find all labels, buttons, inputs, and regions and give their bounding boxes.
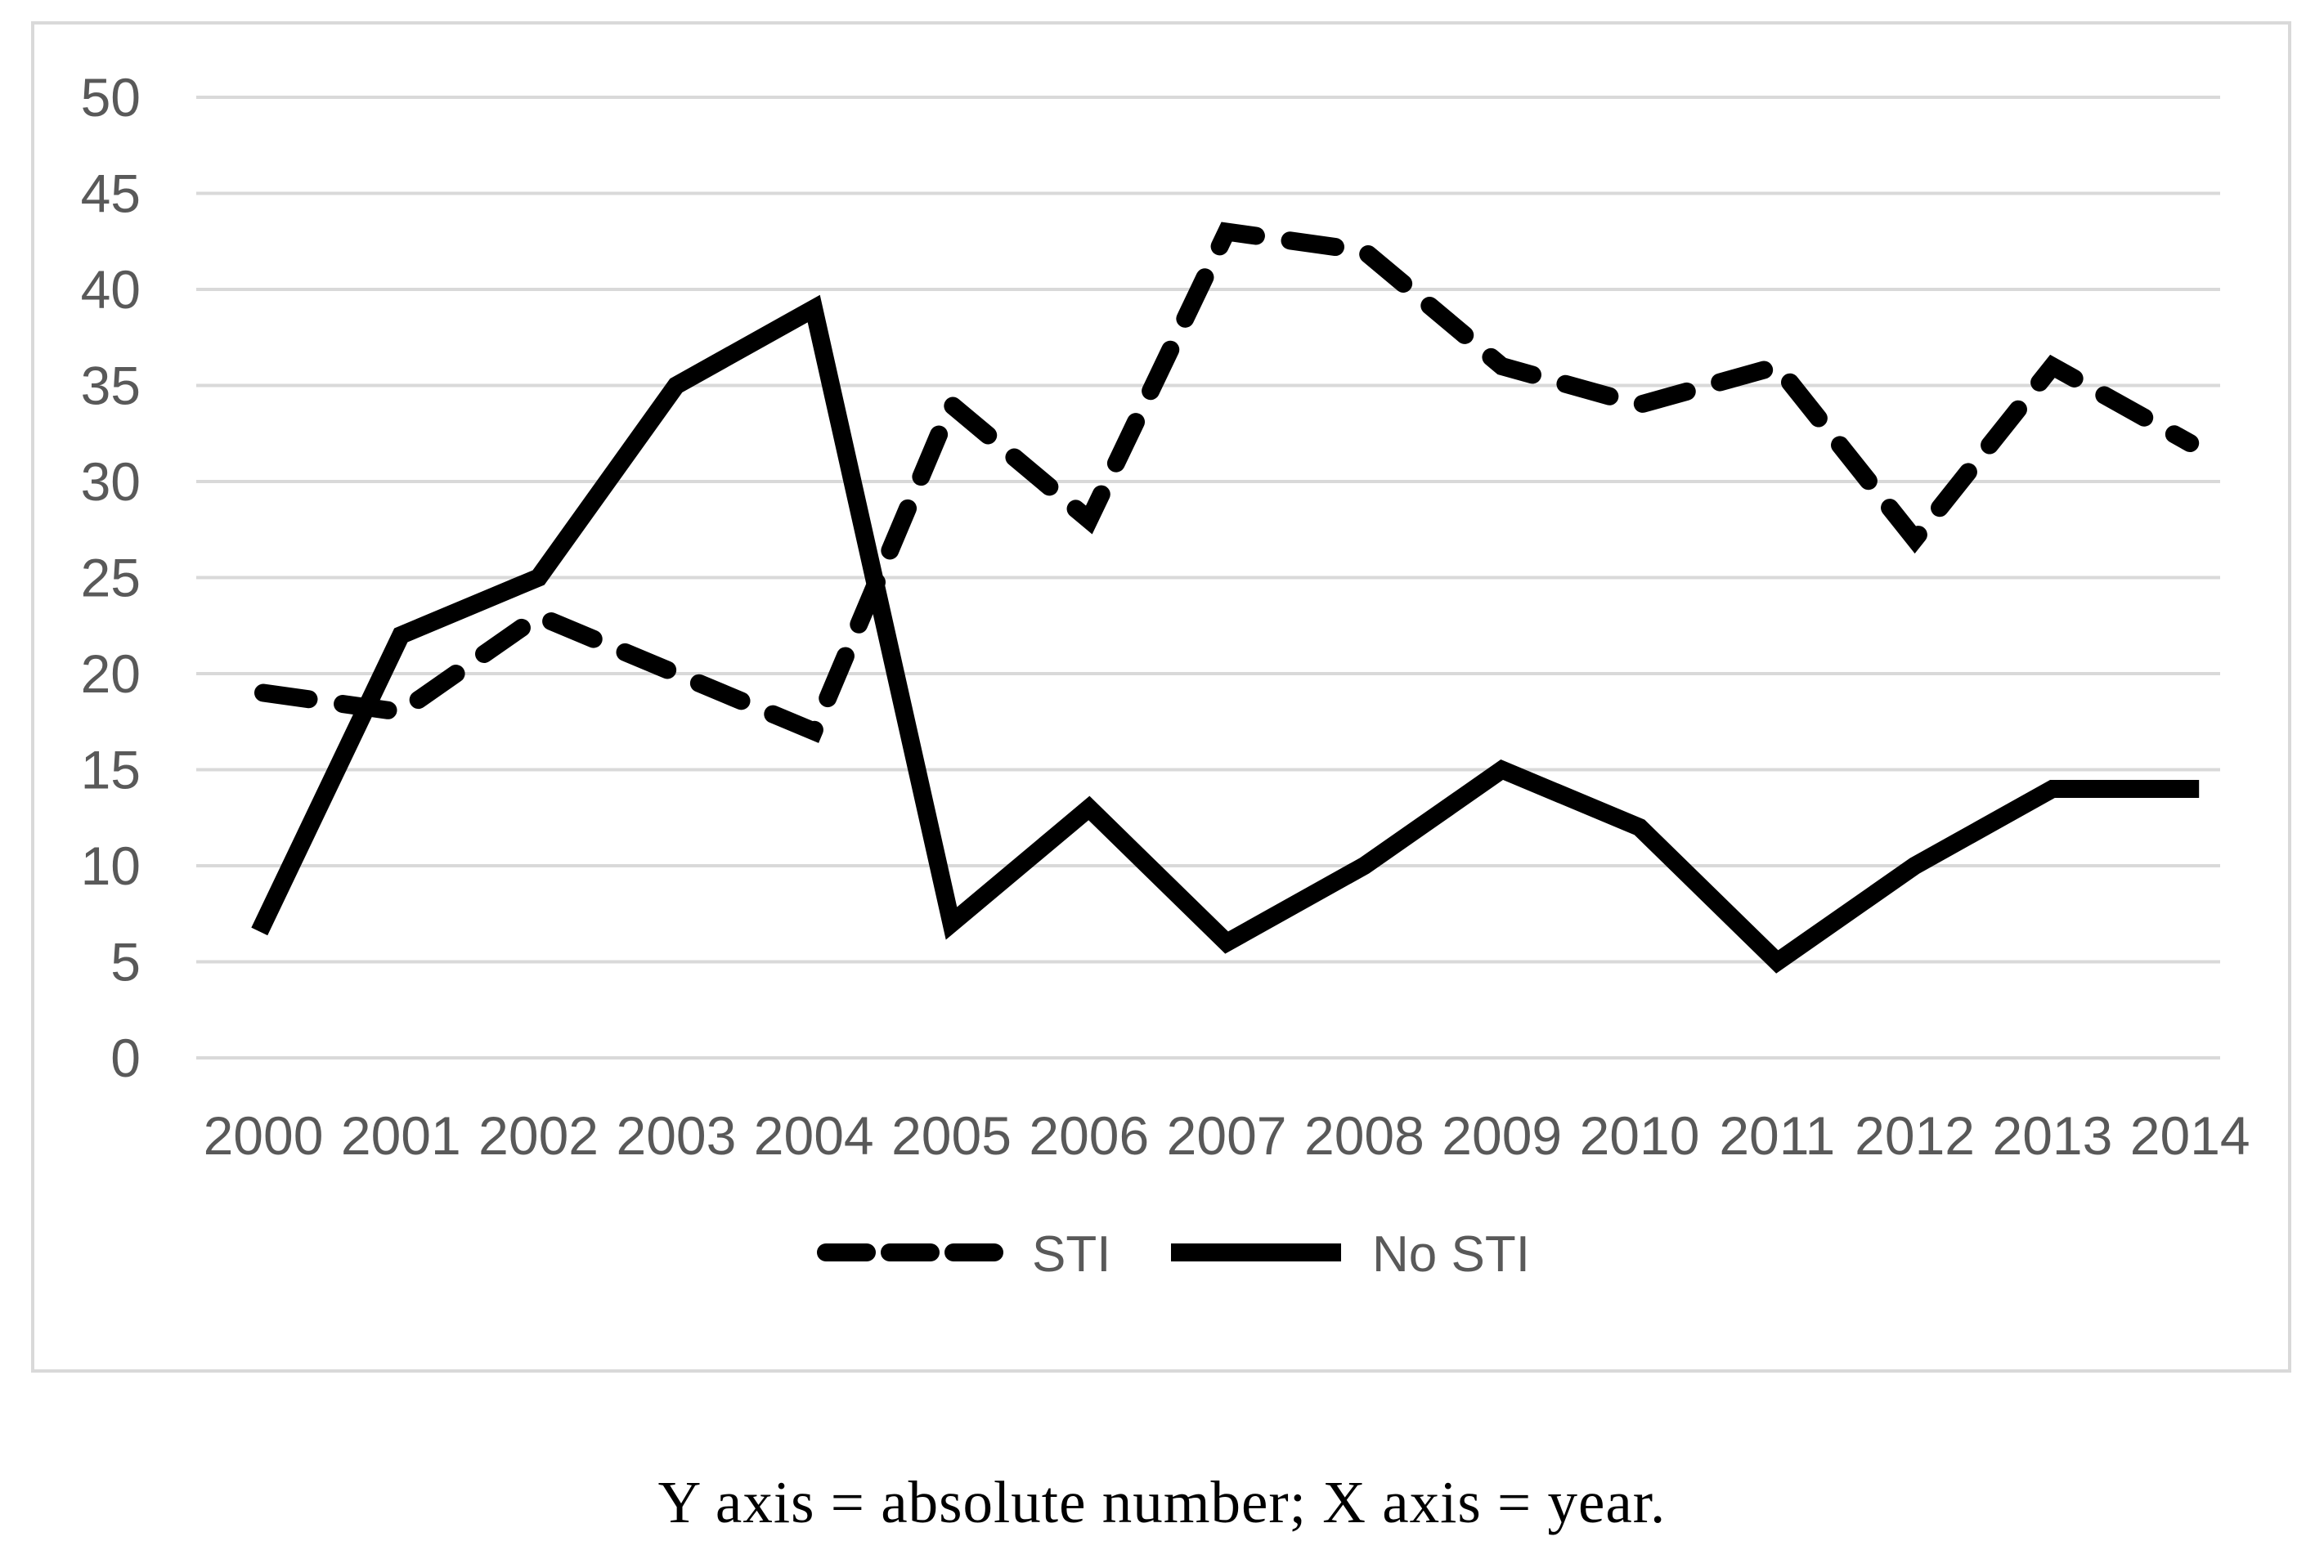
x-tick-label: 2010: [1580, 1105, 1700, 1166]
x-tick-label: 2002: [478, 1105, 599, 1166]
x-tick-label: 2007: [1167, 1105, 1287, 1166]
series-line-sti: [254, 222, 2200, 743]
y-tick-label: 35: [81, 356, 141, 416]
x-tick-label: 2003: [616, 1105, 736, 1166]
x-tick-label: 2008: [1304, 1105, 1424, 1166]
y-tick-label: 0: [110, 1028, 141, 1088]
y-tick-label: 40: [81, 259, 141, 320]
x-tick-label: 2012: [1855, 1105, 1975, 1166]
y-tick-label: 50: [81, 67, 141, 128]
legend: STI No STI: [817, 1226, 1530, 1283]
figure-caption: Y axis = absolute number; X axis = year.: [657, 1469, 1667, 1535]
x-tick-label: 2014: [2130, 1105, 2250, 1166]
legend-label-no-sti: No STI: [1372, 1226, 1530, 1283]
y-tick-label: 10: [81, 836, 141, 896]
x-tick-label: 2009: [1442, 1105, 1562, 1166]
x-tick-label: 2006: [1029, 1105, 1149, 1166]
y-axis-labels: 0 5 10 15 20 25 30 35 40 45 50: [81, 67, 141, 1088]
x-axis-labels: 2000 2001 2002 2003 2004 2005 2006 2007 2008 2009…: [204, 1105, 2250, 1166]
y-tick-label: 5: [110, 932, 141, 992]
y-tick-label: 45: [81, 164, 141, 224]
x-tick-label: 2001: [341, 1105, 461, 1166]
y-tick-label: 15: [81, 740, 141, 800]
series-line-no-sti: [251, 294, 2200, 974]
x-tick-label: 2011: [1719, 1105, 1835, 1166]
y-tick-label: 20: [81, 643, 141, 704]
chart-frame: [31, 21, 2291, 1373]
legend-label-sti: STI: [1032, 1226, 1110, 1283]
x-tick-label: 2013: [1992, 1105, 2112, 1166]
y-tick-label: 25: [81, 548, 141, 608]
x-tick-label: 2004: [754, 1105, 874, 1166]
x-tick-label: 2005: [891, 1105, 1012, 1166]
y-tick-label: 30: [81, 451, 141, 512]
x-tick-label: 2000: [204, 1105, 324, 1166]
